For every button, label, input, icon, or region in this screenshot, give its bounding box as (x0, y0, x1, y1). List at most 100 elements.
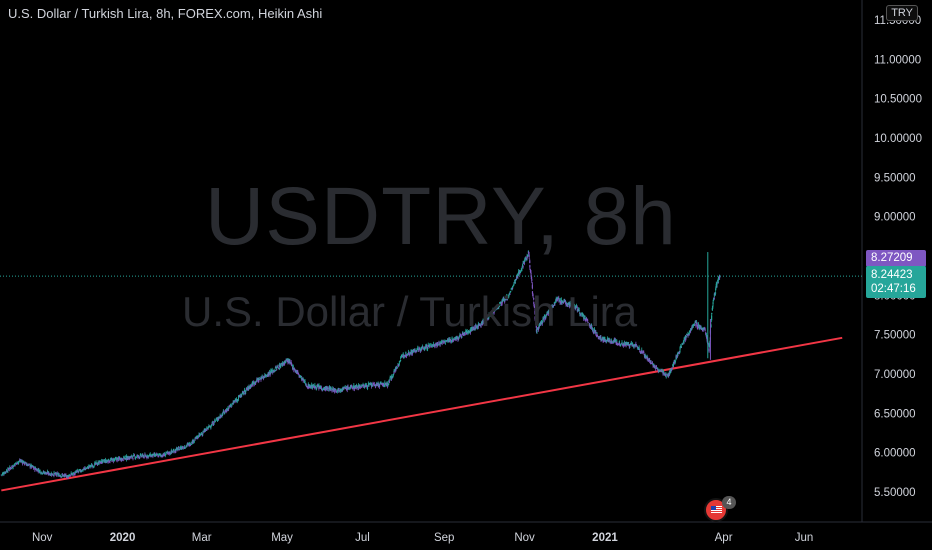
candle-body (66, 476, 68, 478)
candle-body (242, 391, 244, 393)
candle-body (454, 338, 456, 340)
candle-body (712, 302, 714, 305)
candle-body (210, 426, 212, 428)
candle-body (12, 464, 14, 467)
candle-body (313, 386, 315, 389)
candle-body (160, 455, 162, 457)
candle-body (202, 432, 204, 434)
candle-body (423, 349, 426, 350)
candle-body (301, 378, 304, 380)
candle-body (309, 386, 311, 389)
candle-body (496, 307, 498, 309)
candle-body (432, 344, 434, 346)
candle-body (568, 303, 570, 304)
candle-body (295, 369, 297, 371)
candle-body (289, 362, 292, 364)
candle-body (237, 395, 240, 398)
candle-body (349, 385, 352, 387)
candle-body (347, 386, 349, 388)
candle-body (390, 376, 392, 378)
candle-body (146, 457, 148, 458)
candle-body (614, 340, 617, 342)
candle-body (132, 458, 134, 460)
candle-body (142, 454, 144, 456)
candle-body (230, 404, 232, 406)
candle-body (618, 341, 620, 344)
candle-body (697, 324, 700, 326)
candle-body (656, 368, 658, 369)
candle-body (504, 298, 506, 301)
candle-body (165, 453, 167, 455)
candle-body (719, 276, 721, 279)
candle-body (547, 313, 549, 315)
flag-icon (711, 506, 722, 514)
candle-body (77, 471, 79, 473)
candle-body (381, 383, 383, 385)
candle-body (399, 359, 402, 362)
candle-body (125, 455, 128, 458)
candle-body (386, 384, 389, 387)
candle-body (75, 471, 78, 473)
candle-body (401, 355, 403, 357)
candle-body (189, 445, 191, 447)
candle-body (90, 464, 93, 466)
candle-body (583, 316, 586, 318)
candle-body (240, 396, 242, 397)
candle-body (388, 383, 390, 385)
candle-body (632, 344, 634, 346)
candle-body (29, 466, 31, 468)
candle-body (206, 427, 208, 429)
candle-body (147, 455, 149, 457)
candle-body (685, 337, 687, 339)
candle-body (342, 387, 344, 390)
y-tick-label: 6.00000 (874, 448, 916, 460)
candle-body (380, 383, 382, 384)
candle-body (649, 360, 651, 362)
currency-badge[interactable]: TRY (886, 5, 918, 21)
candle-body (259, 377, 261, 379)
candle-body (586, 319, 588, 321)
candle-body (452, 339, 455, 341)
candle-body (174, 449, 176, 451)
candle-body (128, 457, 130, 459)
candle-body (246, 389, 248, 391)
candle-body (543, 316, 545, 319)
candle-body (704, 329, 706, 331)
candle-body (197, 437, 199, 438)
candle-body (333, 388, 335, 390)
candle-body (441, 343, 443, 345)
candle-body (485, 317, 487, 319)
candle-body (685, 336, 688, 338)
candle-body (557, 298, 559, 300)
event-count-badge[interactable]: 4 (722, 496, 736, 509)
candle-body (248, 386, 250, 388)
candle-body (440, 342, 443, 343)
candle-body (592, 330, 594, 332)
candle-body (326, 388, 328, 390)
candle-body (467, 330, 470, 333)
candle-body (538, 327, 540, 329)
candle-body (649, 361, 651, 363)
candle-body (614, 339, 616, 341)
candle-body (715, 283, 717, 287)
candle-body (423, 348, 425, 349)
candle-body (191, 441, 194, 444)
candle-body (278, 368, 280, 370)
candle-body (509, 291, 511, 293)
candle-body (417, 348, 419, 350)
candle-body (202, 432, 204, 435)
candle-body (160, 455, 163, 457)
candle-body (492, 311, 495, 313)
candle-body (570, 304, 572, 307)
candle-body (346, 387, 348, 391)
us-flag-event-icon[interactable] (704, 498, 728, 522)
candle-body (258, 379, 261, 380)
candle-body (171, 450, 173, 452)
candle-body (612, 341, 615, 343)
candle-body (543, 319, 545, 321)
candle-body (99, 462, 101, 463)
candle-body (122, 460, 124, 462)
candle-body (393, 372, 395, 373)
candle-body (545, 313, 547, 316)
